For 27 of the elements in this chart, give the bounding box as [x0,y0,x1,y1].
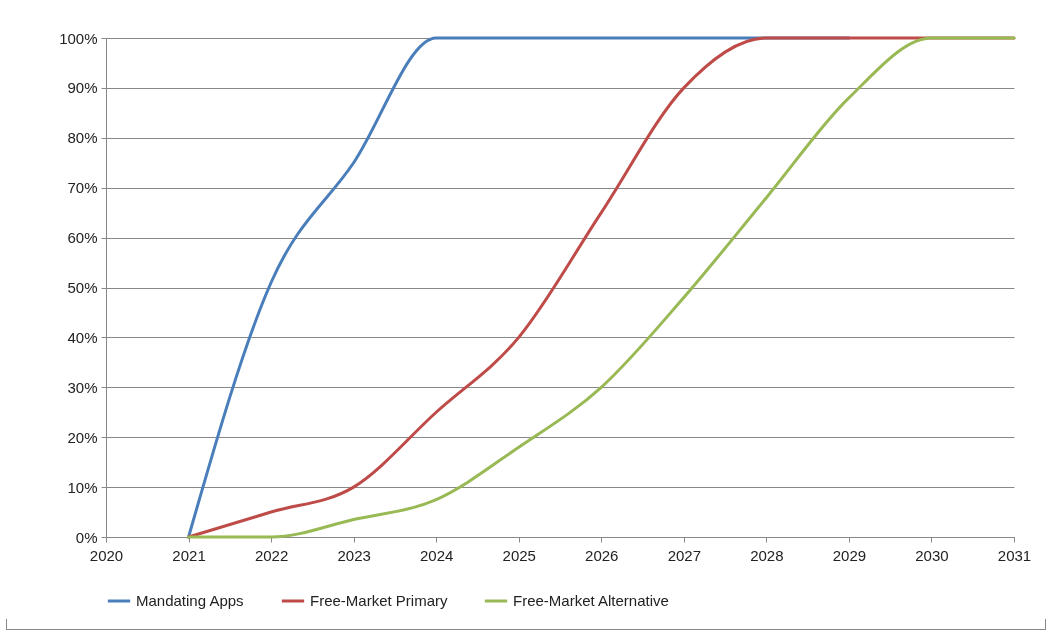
y-tick-label: 90% [67,79,98,97]
legend-label: Mandating Apps [136,592,244,609]
x-tick-label: 2029 [832,546,867,564]
y-tick-label: 10% [67,478,98,496]
x-tick-label: 2030 [915,546,949,564]
x-tick-label: 2025 [502,546,536,564]
y-tick-label: 30% [67,378,98,396]
y-tick-label: 50% [67,279,98,296]
y-tick-label: 60% [67,229,98,247]
x-tick-label: 2027 [667,546,702,564]
y-tick-label: 70% [67,179,98,197]
legend-label: Free-Market Primary [310,592,449,609]
y-tick-label: 40% [67,328,98,346]
line-series [187,36,1016,539]
x-tick-label: 2022 [254,546,289,564]
x-tick-label: 2021 [172,546,206,564]
x-tick-label: 2023 [337,546,371,564]
x-tick-label: 2024 [419,546,454,564]
y-tick-label: 100% [59,29,98,47]
x-tick-label: 2031 [997,546,1032,564]
legend-label: Free-Market Alternative [513,592,669,609]
y-tick-label: 20% [67,428,98,446]
x-tick-label: 2020 [89,546,124,564]
x-tick-label: 2028 [750,546,784,564]
x-tick-label: 2026 [585,546,619,564]
y-tick-label: 0% [75,528,98,546]
y-tick-label: 80% [67,129,98,147]
